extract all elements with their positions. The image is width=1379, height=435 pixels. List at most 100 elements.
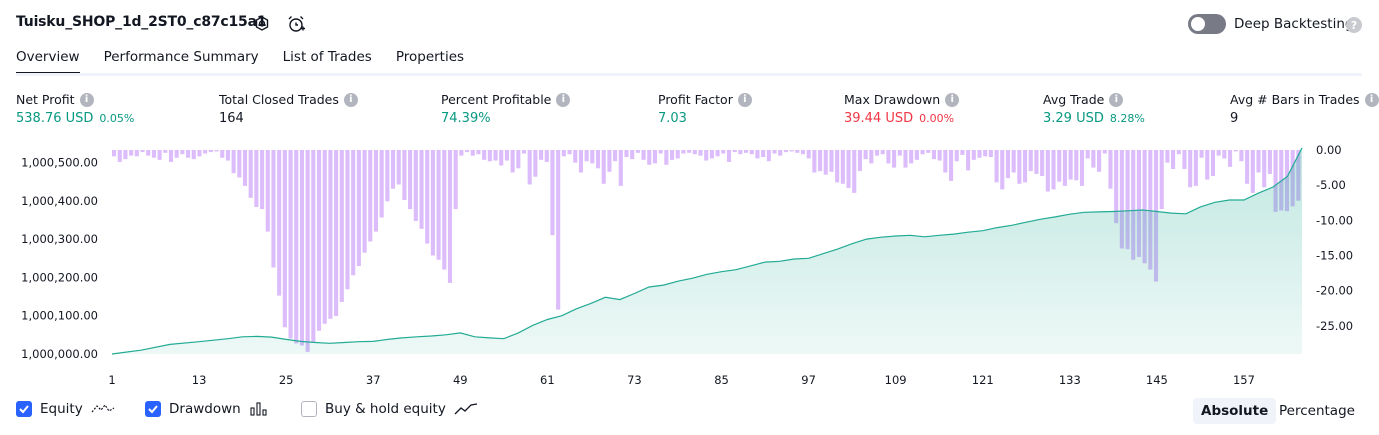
drawdown-bar [1239, 150, 1243, 161]
info-icon[interactable]: i [80, 93, 94, 107]
gear-icon[interactable] [251, 13, 273, 35]
drawdown-bar [1017, 150, 1021, 184]
drawdown-bar [317, 150, 321, 331]
drawdown-bar [402, 150, 406, 200]
left-axis: 1,000,000.00 1,000,100.00 1,000,200.00 1,00… [21, 156, 98, 362]
drawdown-checkbox[interactable] [145, 401, 161, 417]
metric-percent: 0.00% [919, 112, 954, 125]
drawdown-bar [710, 150, 714, 158]
drawdown-bar [431, 150, 435, 256]
drawdown-bar [277, 150, 281, 296]
drawdown-bar [271, 150, 275, 267]
tab-performance-summary[interactable]: Performance Summary [104, 46, 259, 75]
tab-properties[interactable]: Properties [396, 46, 464, 75]
legend-buy-hold[interactable]: Buy & hold equity [301, 401, 478, 417]
tab-overview[interactable]: Overview [16, 46, 80, 75]
drawdown-bar [573, 150, 577, 163]
drawdown-bar [949, 150, 953, 181]
y-left-tick: 1,000,200.00 [21, 270, 98, 284]
add-alert-icon[interactable] [285, 13, 307, 35]
tab-list-of-trades[interactable]: List of Trades [283, 46, 372, 75]
y-right-tick: -25.00 [1316, 319, 1353, 333]
drawdown-bar [733, 150, 737, 152]
metric-percent-profitable: Percent Profitable i 74.39% [441, 92, 570, 126]
drawdown-bar [619, 150, 623, 186]
buy-hold-checkbox[interactable] [301, 401, 317, 417]
drawdown-bar [214, 150, 218, 151]
drawdown-bar [778, 150, 782, 156]
legend-label: Buy & hold equity [325, 401, 446, 417]
percentage-button[interactable]: Percentage [1271, 398, 1363, 424]
drawdown-bar [568, 150, 572, 154]
tabs-divider [16, 73, 1362, 76]
drawdown-bar [881, 150, 885, 154]
drawdown-bar [158, 150, 162, 160]
y-right-tick: -10.00 [1316, 213, 1353, 227]
drawdown-bar [556, 150, 560, 310]
metric-max-drawdown: Max Drawdown i 39.44 USD 0.00% [844, 92, 959, 126]
equity-checkbox[interactable] [16, 401, 32, 417]
drawdown-bar [459, 150, 463, 156]
drawdown-bar [169, 150, 173, 162]
legend-drawdown[interactable]: Drawdown [145, 401, 269, 417]
drawdown-bar [425, 150, 429, 244]
y-left-tick: 1,000,400.00 [21, 194, 98, 208]
drawdown-bar [152, 150, 156, 158]
drawdown-bar [886, 150, 890, 163]
info-icon[interactable]: i [738, 93, 752, 107]
drawdown-bar [516, 150, 520, 168]
drawdown-bar [590, 150, 594, 163]
deep-backtesting-toggle[interactable] [1188, 14, 1226, 34]
drawdown-bar [892, 150, 896, 168]
metric-profit-factor: Profit Factor i 7.03 [658, 92, 752, 126]
drawdown-bar [983, 150, 987, 156]
drawdown-bar [454, 150, 458, 209]
drawdown-bar [220, 150, 224, 158]
x-tick: 145 [1146, 373, 1168, 387]
drawdown-bar [1057, 150, 1061, 182]
info-icon[interactable]: i [556, 93, 570, 107]
drawdown-bar [1194, 150, 1198, 186]
drawdown-bar [562, 150, 566, 156]
metric-label: Profit Factor [658, 92, 733, 107]
drawdown-bar [784, 150, 788, 152]
drawdown-bar [328, 150, 332, 319]
info-icon[interactable]: i [1365, 93, 1379, 107]
drawdown-bar [266, 150, 270, 232]
absolute-button[interactable]: Absolute [1193, 398, 1276, 424]
toggle-knob [1191, 17, 1205, 31]
equity-drawdown-chart[interactable]: 1,000,000.00 1,000,100.00 1,000,200.00 1,00… [0, 140, 1379, 390]
drawdown-bar [1051, 150, 1055, 189]
drawdown-bar [602, 150, 606, 184]
drawdown-bar [465, 150, 469, 152]
drawdown-bar [926, 150, 930, 153]
drawdown-bar [909, 150, 913, 163]
drawdown-bar [630, 150, 634, 159]
drawdown-bar [824, 150, 828, 175]
drawdown-bar [1222, 150, 1226, 158]
drawdown-bar [146, 150, 150, 156]
legend-label: Equity [40, 401, 83, 417]
drawdown-bar [1074, 150, 1078, 180]
drawdown-bar [852, 150, 856, 193]
drawdown-bar [186, 150, 190, 158]
legend-equity[interactable]: Equity [16, 401, 115, 417]
y-right-tick: -5.00 [1316, 178, 1346, 192]
drawdown-bar [539, 150, 543, 160]
drawdown-bar [1205, 150, 1209, 180]
drawdown-bar [1086, 150, 1090, 158]
drawdown-bar [118, 150, 122, 162]
help-icon[interactable]: ? [1346, 17, 1362, 33]
drawdown-bar [129, 150, 133, 156]
drawdown-bar [642, 150, 646, 160]
info-icon[interactable]: i [945, 93, 959, 107]
metric-total-closed-trades: Total Closed Trades i 164 [219, 92, 358, 126]
info-icon[interactable]: i [344, 93, 358, 107]
tab-bar: Overview Performance Summary List of Tra… [16, 46, 464, 75]
drawdown-bar [721, 150, 725, 154]
drawdown-bar [545, 150, 549, 162]
metric-percent: 8.28% [1110, 112, 1145, 125]
drawdown-bar [932, 150, 936, 159]
drawdown-bar [368, 150, 372, 241]
info-icon[interactable]: i [1109, 93, 1123, 107]
